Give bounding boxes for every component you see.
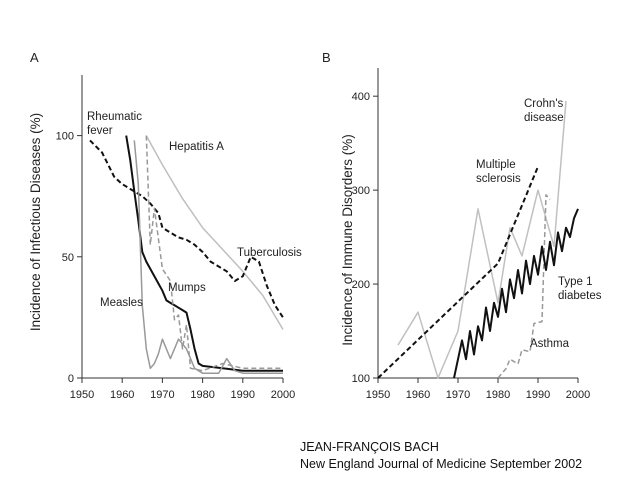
series-line-measles — [133, 140, 283, 374]
series-line-type-1-diabetes — [453, 208, 579, 379]
x-tick-label: 1960 — [110, 389, 134, 401]
y-tick-label: 100 — [56, 131, 74, 143]
y-tick-label: 50 — [62, 252, 74, 264]
y-tick-label: 200 — [352, 279, 370, 291]
series-annotation: Asthma — [530, 338, 570, 350]
series-line-crohn-s-disease — [397, 100, 567, 379]
series-annotation: Mumps — [168, 282, 206, 294]
citation-author: JEAN-FRANÇOIS BACH — [300, 440, 439, 454]
y-axis-label: Incidence of Infectious Diseases (%) — [28, 113, 43, 331]
x-tick-label: 1970 — [150, 389, 174, 401]
x-tick-label: 1980 — [190, 389, 214, 401]
series-annotation: Multiple sclerosis — [476, 159, 521, 185]
y-tick-label: 100 — [352, 373, 370, 385]
x-tick-label: 2000 — [271, 389, 295, 401]
panel-label: B — [322, 50, 331, 65]
series-annotation: Rheumatic fever — [87, 111, 142, 137]
chart-panel-b: B 1950 1960 1970 1980 1990 2000 100 200 300 400 Inc… — [322, 50, 602, 401]
x-tick-label: 1960 — [406, 389, 430, 401]
x-tick-label: 1990 — [526, 389, 550, 401]
series-annotation: Hepatitis A — [169, 141, 224, 153]
series-annotation: Measles — [100, 297, 143, 309]
citation-source: New England Journal of Medicine Septembe… — [300, 457, 583, 471]
x-tick-label: 2000 — [566, 389, 590, 401]
x-tick-label: 1970 — [446, 389, 470, 401]
series-annotation: Type 1 diabetes — [558, 276, 602, 302]
series-line-hepatitis-a — [145, 135, 284, 330]
y-tick-label: 0 — [68, 373, 74, 385]
series-line-multiple-sclerosis — [377, 166, 539, 379]
panel-label: A — [30, 50, 39, 65]
x-tick-label: 1980 — [486, 389, 510, 401]
series-line-mumps — [145, 135, 283, 372]
series-annotation: Crohn's disease — [524, 98, 564, 124]
y-axis-label: Incidence of Immune Disorders (%) — [340, 134, 355, 346]
series-annotation: Tuberculosis — [237, 247, 302, 259]
y-tick-label: 400 — [352, 91, 370, 103]
x-tick-label: 1950 — [366, 389, 390, 401]
x-tick-label: 1990 — [231, 389, 255, 401]
series-line-tuberculosis — [89, 139, 284, 318]
y-tick-label: 300 — [352, 185, 370, 197]
x-tick-label: 1950 — [70, 389, 94, 401]
series-line-asthma — [497, 194, 551, 379]
chart-panel-a: A 1950 1960 1970 1980 1990 2000 0 50 100 Incidence… — [28, 50, 302, 401]
